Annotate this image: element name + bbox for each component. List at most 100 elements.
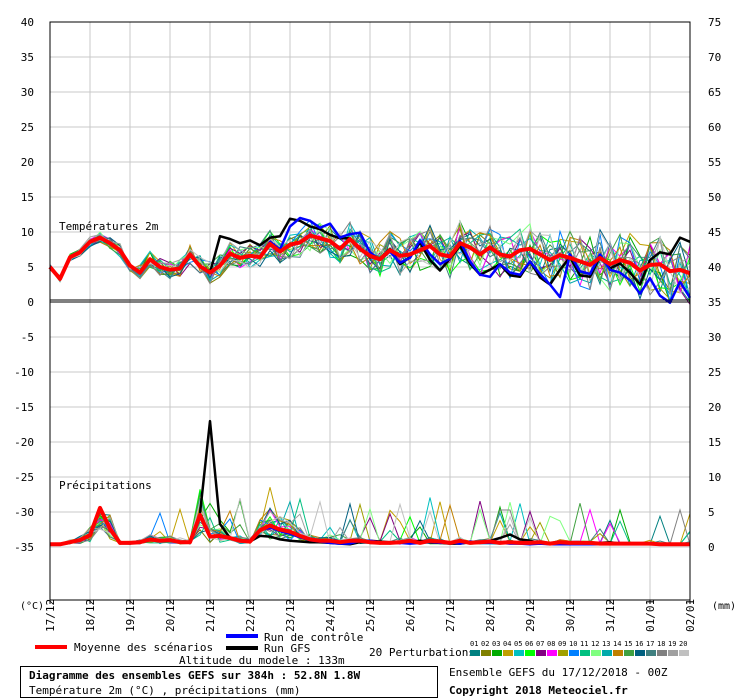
perturbation-17-temp-line [49, 229, 691, 293]
perturbation-number: 17 [646, 640, 654, 648]
legend: Moyenne des scénarios Run de contrôle Ru… [35, 631, 689, 667]
perturbation-swatch [481, 650, 491, 656]
perturbation-swatch [503, 650, 513, 656]
perturbation-number: 12 [591, 640, 599, 648]
y-tick-label-left: -15 [14, 401, 34, 414]
perturbation-number: 08 [547, 640, 555, 648]
perturbation-swatch [591, 650, 601, 656]
y-tick-label-right: 30 [708, 331, 721, 344]
y-tick-label-left: 30 [21, 86, 34, 99]
x-tick-label: 20/12 [164, 599, 177, 632]
perturbation-swatch [679, 650, 689, 656]
x-tick-label: 28/12 [484, 599, 497, 632]
y-tick-label-right: 10 [708, 471, 721, 484]
x-tick-label: 25/12 [364, 599, 377, 632]
x-tick-label: 02/01 [684, 599, 697, 632]
perturbation-swatch [580, 650, 590, 656]
chart-grid [49, 21, 691, 604]
y-tick-label-left: -20 [14, 436, 34, 449]
perturbation-swatch [635, 650, 645, 656]
legend-mean-label: Moyenne des scénarios [74, 641, 213, 654]
precipitation-title: Précipitations [59, 479, 152, 492]
y-tick-label-right: 0 [708, 541, 715, 554]
perturbation-number: 15 [624, 640, 632, 648]
perturbation-swatch [547, 650, 557, 656]
perturbation-swatch [657, 650, 667, 656]
y-tick-label-left: 5 [27, 261, 34, 274]
perturbation-number: 14 [613, 640, 621, 648]
perturbation-swatch [602, 650, 612, 656]
x-tick-label: 22/12 [244, 599, 257, 632]
perturbation-swatch [569, 650, 579, 656]
y-tick-label-right: 5 [708, 506, 715, 519]
mean-temp-line [48, 233, 691, 281]
perturbation-number: 05 [514, 640, 522, 648]
y-tick-label-right: 55 [708, 156, 721, 169]
right-unit-label: (mm) [712, 601, 736, 612]
altitude-label: Altitude du modele : 133m [179, 654, 345, 667]
y-tick-label-right: 75 [708, 16, 721, 29]
x-tick-label: 26/12 [404, 599, 417, 632]
x-tick-label: 27/12 [444, 599, 457, 632]
footer-box: Diagramme des ensembles GEFS sur 384h : … [20, 666, 438, 698]
x-tick-label: 01/01 [644, 599, 657, 632]
y-tick-label-right: 50 [708, 191, 721, 204]
perturbation-number: 13 [602, 640, 610, 648]
footer-title: Diagramme des ensembles GEFS sur 384h : … [29, 669, 361, 682]
perturbation-number: 19 [668, 640, 676, 648]
plot-frame [49, 21, 691, 601]
perturbation-swatch [668, 650, 678, 656]
x-tick-label: 23/12 [284, 599, 297, 632]
x-tick-label: 17/12 [44, 599, 57, 632]
y-tick-label-left: 35 [21, 51, 34, 64]
perturbation-swatch [525, 650, 535, 656]
y-tick-label-left: 15 [21, 191, 34, 204]
y-tick-label-right: 60 [708, 121, 721, 134]
y-tick-label-right: 35 [708, 296, 721, 309]
perturbation-number: 06 [525, 640, 533, 648]
main-series-lines [48, 216, 692, 547]
x-tick-label: 18/12 [84, 599, 97, 632]
legend-gfs-label: Run GFS [264, 642, 310, 655]
y-tick-label-right: 25 [708, 366, 721, 379]
y-tick-label-left: -10 [14, 366, 34, 379]
y-tick-label-left: -35 [14, 541, 34, 554]
perturbation-number: 01 [470, 640, 478, 648]
temperature-title: Températures 2m [59, 220, 159, 233]
perturbation-swatch [613, 650, 623, 656]
x-tick-label: 29/12 [524, 599, 537, 632]
y-tick-label-left: -5 [21, 331, 34, 344]
perturbations-label: 20 Perturbations [369, 646, 475, 659]
y-tick-label-right: 65 [708, 86, 721, 99]
perturbation-swatch [536, 650, 546, 656]
perturbation-number: 11 [580, 640, 588, 648]
y-tick-label-right: 70 [708, 51, 721, 64]
perturbation-swatch [624, 650, 634, 656]
legend-control-label: Run de contrôle [264, 631, 363, 644]
y-tick-label-left: -25 [14, 471, 34, 484]
perturbation-number: 18 [657, 640, 665, 648]
perturbation-number: 09 [558, 640, 566, 648]
y-tick-label-left: 40 [21, 16, 34, 29]
y-tick-label-left: 10 [21, 226, 34, 239]
left-unit-label: (°C) [20, 601, 44, 612]
x-tick-label: 19/12 [124, 599, 137, 632]
perturbation-number: 16 [635, 640, 643, 648]
x-tick-label: 24/12 [324, 599, 337, 632]
x-tick-label: 21/12 [204, 599, 217, 632]
perturbation-number: 10 [569, 640, 577, 648]
y-tick-label-right: 40 [708, 261, 721, 274]
perturbation-swatch [470, 650, 480, 656]
perturbation-number: 03 [492, 640, 500, 648]
y-tick-label-left: 0 [27, 296, 34, 309]
copyright-label: Copyright 2018 Meteociel.fr [449, 684, 628, 697]
y-tick-label-left: -30 [14, 506, 34, 519]
y-tick-label-right: 20 [708, 401, 721, 414]
perturbation-swatch [646, 650, 656, 656]
perturbation-swatch [558, 650, 568, 656]
y-tick-label-left: 20 [21, 156, 34, 169]
perturbation-swatches: 01 02 03 04 05 06 07 08 09 10 11 12 13 14 15 16 17 18 19 20 [470, 640, 689, 656]
x-tick-label: 30/12 [564, 599, 577, 632]
